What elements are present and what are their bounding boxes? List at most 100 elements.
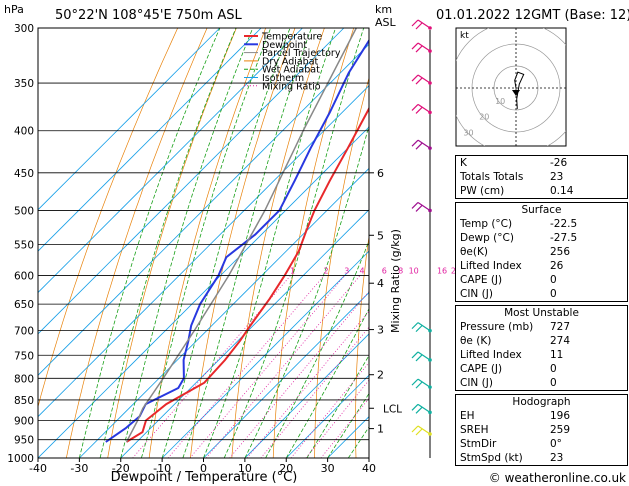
wet-adiabat-line — [306, 354, 369, 458]
hodo-row: EH 196 — [456, 409, 627, 423]
mu-row: CIN (J) 0 — [456, 376, 627, 390]
mixing-ratio-line — [229, 290, 369, 458]
x-tick-label: -20 — [112, 462, 130, 475]
lcl-label: LCL — [383, 403, 402, 415]
hodograph-plot: 10 20 30 — [456, 28, 566, 146]
hodo-value: 23 — [550, 452, 564, 464]
x-tick-label: -40 — [29, 462, 47, 475]
mixing-ratio-label: 6 — [382, 267, 387, 276]
hodo-label: EH — [460, 410, 475, 422]
mu-value: 11 — [550, 349, 564, 361]
surface-value: 256 — [550, 246, 571, 258]
isotherm-line — [203, 291, 369, 458]
surface-title: Surface — [521, 204, 562, 216]
mu-value: 727 — [550, 321, 571, 333]
hodograph-box — [455, 27, 567, 147]
surface-label: Dewp (°C) — [460, 232, 514, 244]
hodograph-trace — [514, 71, 525, 109]
isotherm-line — [244, 333, 369, 458]
surface-value: 0 — [550, 274, 557, 286]
surface-label: CIN (J) — [460, 288, 493, 300]
surface-panel: Surface Temp (°C) -22.5 Dewp (°C) -27.5 θe… — [455, 202, 628, 302]
dewpoint-profile-line — [105, 38, 369, 443]
mixing-ratio-label: 16 — [437, 267, 447, 276]
mu-label: Lifted Index — [460, 349, 522, 361]
mixing-ratio-line — [167, 275, 325, 458]
surface-label: θe(K) — [460, 246, 488, 258]
wind-barb — [411, 322, 432, 333]
index-value: 0.14 — [550, 185, 574, 197]
indices-panel: K -26 Totals Totals 23 PW (cm) 0.14 — [455, 155, 628, 199]
index-value: -26 — [550, 157, 568, 169]
surface-label: Lifted Index — [460, 260, 522, 272]
temperature-profile-line — [125, 106, 369, 443]
mixing-ratio-line — [189, 275, 346, 458]
mu-row: Pressure (mb) 727 — [456, 320, 627, 334]
pressure-tick-label: 550 — [14, 239, 34, 251]
legend-entry: Dewpoint — [262, 40, 307, 51]
surface-value: 0 — [550, 288, 557, 300]
hodograph-ring-label: 30 — [463, 129, 473, 138]
surface-row: Temp (°C) -22.5 — [456, 217, 627, 231]
parcel-trajectory-profile-line — [125, 28, 357, 443]
height-km-label: 4 — [377, 277, 384, 290]
hodo-value: 0° — [550, 438, 562, 450]
index-row-totals: Totals Totals 23 — [456, 170, 627, 184]
mu-row: CAPE (J) 0 — [456, 362, 627, 376]
surface-row: CAPE (J) 0 — [456, 273, 627, 287]
wind-barb — [411, 139, 432, 150]
mixing-ratio-line — [205, 275, 361, 458]
mu-row: θe (K) 274 — [456, 334, 627, 348]
most-unstable-panel: Most Unstable Pressure (mb) 727 θe (K) 274… — [455, 305, 628, 391]
hodo-value: 259 — [550, 424, 571, 436]
surface-label: Temp (°C) — [460, 218, 513, 230]
mu-label: θe (K) — [460, 335, 492, 347]
km-unit-label: km — [375, 3, 392, 16]
surface-row: CIN (J) 0 — [456, 287, 627, 301]
x-tick-label: 10 — [238, 462, 252, 475]
pressure-tick-label: 950 — [14, 435, 34, 447]
isotherm-line — [38, 28, 262, 252]
hodo-row: StmDir 0° — [456, 437, 627, 451]
legend-entry: Parcel Trajectory — [262, 48, 341, 59]
index-value: 23 — [550, 171, 564, 183]
hodograph-stats-title: Hodograph — [512, 396, 571, 408]
mu-value: 274 — [550, 335, 571, 347]
mu-row: Lifted Index 11 — [456, 348, 627, 362]
height-km-label: 3 — [377, 324, 384, 337]
wind-barb — [411, 351, 432, 362]
wet-adiabat-line — [182, 28, 312, 458]
pressure-tick-label: 450 — [14, 168, 34, 180]
mixing-ratio-line — [246, 310, 369, 458]
pressure-tick-label: 400 — [14, 126, 34, 138]
surface-value: -27.5 — [550, 232, 578, 244]
mu-label: CAPE (J) — [460, 363, 503, 375]
pressure-tick-label: 600 — [14, 271, 34, 283]
wind-barb — [411, 403, 432, 415]
pressure-tick-label: 750 — [14, 350, 34, 362]
surface-value: 26 — [550, 260, 564, 272]
hodograph-unit-label: kt — [460, 31, 469, 41]
wind-barb — [411, 42, 432, 53]
height-km-label: 5 — [377, 229, 384, 242]
legend-entry: Temperature — [261, 32, 322, 43]
dry-adiabat-line — [107, 28, 237, 458]
x-tick-label: 0 — [200, 462, 207, 475]
mixing-ratio-label: 3 — [344, 267, 349, 276]
pressure-tick-label: 800 — [14, 373, 34, 385]
x-tick-label: 20 — [279, 462, 293, 475]
pressure-tick-label: 850 — [14, 395, 34, 407]
mixing-ratio-line — [290, 361, 369, 458]
hpa-unit-label: hPa — [4, 3, 24, 16]
wind-barb — [411, 74, 432, 85]
mu-value: 0 — [550, 377, 557, 389]
legend-entry: Mixing Ratio — [262, 81, 321, 92]
dry-adiabat-line — [355, 233, 369, 458]
x-tick-label: -30 — [70, 462, 88, 475]
hodo-row: SREH 259 — [456, 423, 627, 437]
mixing-ratio-label: 10 — [409, 267, 419, 276]
index-row-pw: PW (cm) 0.14 — [456, 184, 627, 198]
dry-adiabat-line — [314, 76, 369, 458]
hodograph-ring-label: 10 — [495, 97, 505, 106]
